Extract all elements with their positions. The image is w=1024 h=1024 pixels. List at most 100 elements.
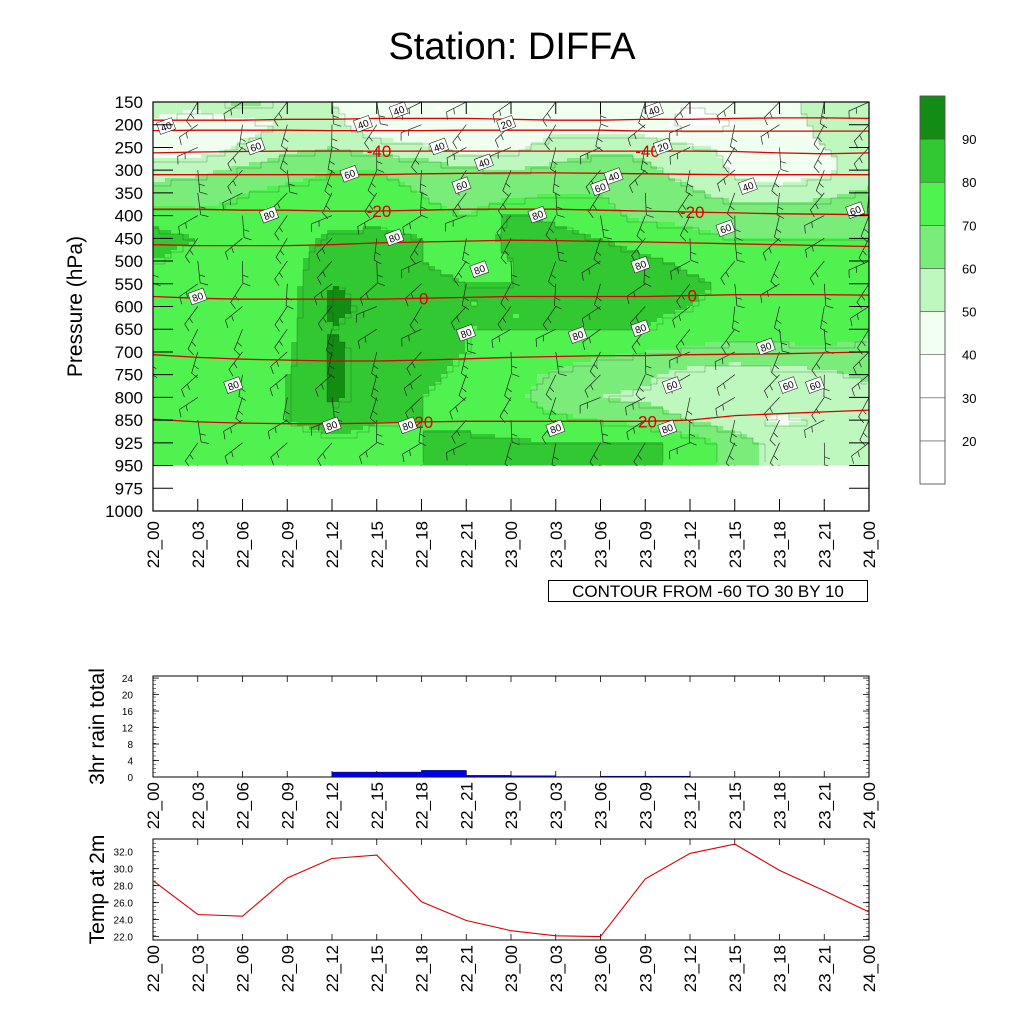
humidity-cell xyxy=(471,218,478,223)
humidity-cell xyxy=(369,250,376,255)
humidity-cell xyxy=(435,102,442,107)
humidity-cell xyxy=(351,270,358,275)
humidity-cell xyxy=(339,310,346,315)
humidity-cell xyxy=(429,354,436,359)
humidity-cell xyxy=(333,166,340,171)
humidity-cell xyxy=(291,386,298,391)
humidity-cell xyxy=(255,402,262,407)
humidity-cell xyxy=(177,278,184,283)
humidity-cell xyxy=(189,222,196,227)
humidity-cell xyxy=(273,382,280,387)
humidity-cell xyxy=(453,462,460,466)
humidity-cell xyxy=(435,254,442,259)
humidity-cell xyxy=(285,298,292,303)
humidity-cell xyxy=(201,390,208,395)
humidity-cell xyxy=(261,250,268,255)
humidity-cell xyxy=(381,250,388,255)
humidity-cell xyxy=(351,114,358,119)
humidity-cell xyxy=(153,154,160,159)
humidity-cell xyxy=(459,434,466,439)
humidity-cell xyxy=(447,422,454,427)
humidity-cell xyxy=(351,406,358,411)
humidity-cell xyxy=(189,206,196,211)
humidity-cell xyxy=(471,414,478,419)
humidity-cell xyxy=(153,250,160,255)
humidity-cell xyxy=(375,242,382,247)
humidity-cell xyxy=(327,146,334,151)
humidity-cell xyxy=(327,438,334,443)
humidity-cell xyxy=(351,322,358,327)
humidity-cell xyxy=(267,306,274,311)
humidity-cell xyxy=(417,294,424,299)
humidity-cell xyxy=(243,402,250,407)
humidity-cell xyxy=(243,398,250,403)
humidity-cell xyxy=(183,422,190,427)
humidity-cell xyxy=(375,462,382,466)
humidity-cell xyxy=(405,450,412,455)
humidity-cell xyxy=(285,426,292,431)
humidity-cell xyxy=(303,202,310,207)
humidity-cell xyxy=(261,202,268,207)
humidity-cell xyxy=(363,234,370,239)
humidity-cell xyxy=(363,294,370,299)
humidity-cell xyxy=(153,402,160,407)
humidity-cell xyxy=(165,202,172,207)
humidity-cell xyxy=(237,450,244,455)
humidity-cell xyxy=(435,194,442,199)
humidity-cell xyxy=(297,418,304,423)
humidity-cell xyxy=(471,186,478,191)
humidity-cell xyxy=(315,438,322,443)
humidity-cell xyxy=(309,126,316,131)
humidity-cell xyxy=(423,298,430,303)
humidity-cell xyxy=(279,138,286,143)
humidity-cell xyxy=(387,118,394,123)
humidity-cell xyxy=(321,278,328,283)
humidity-cell xyxy=(261,450,268,455)
humidity-cell xyxy=(171,142,178,147)
humidity-cell xyxy=(411,342,418,347)
humidity-cell xyxy=(249,226,256,231)
humidity-cell xyxy=(447,182,454,187)
humidity-cell xyxy=(201,398,208,403)
humidity-cell xyxy=(309,222,316,227)
humidity-cell xyxy=(441,266,448,271)
humidity-cell xyxy=(411,434,418,439)
humidity-cell xyxy=(339,366,346,371)
humidity-cell xyxy=(255,114,262,119)
humidity-cell xyxy=(387,190,394,195)
humidity-cell xyxy=(381,394,388,399)
humidity-cell xyxy=(303,150,310,155)
humidity-cell xyxy=(183,454,190,459)
humidity-cell xyxy=(333,134,340,139)
humidity-cell xyxy=(267,274,274,279)
humidity-cell xyxy=(189,378,196,383)
humidity-cell xyxy=(291,254,298,259)
humidity-cell xyxy=(369,386,376,391)
humidity-cell xyxy=(423,286,430,291)
humidity-cell xyxy=(357,210,364,215)
humidity-cell xyxy=(381,114,388,119)
humidity-cell xyxy=(159,234,166,239)
humidity-cell xyxy=(381,318,388,323)
humidity-cell xyxy=(315,238,322,243)
humidity-cell xyxy=(417,138,424,143)
humidity-cell xyxy=(453,218,460,223)
humidity-cell xyxy=(225,290,232,295)
humidity-cell xyxy=(399,286,406,291)
humidity-cell xyxy=(225,242,232,247)
humidity-cell xyxy=(285,162,292,167)
humidity-cell xyxy=(417,170,424,175)
humidity-cell xyxy=(243,446,250,451)
humidity-cell xyxy=(465,422,472,427)
humidity-cell xyxy=(231,350,238,355)
humidity-cell xyxy=(435,434,442,439)
humidity-cell xyxy=(363,394,370,399)
humidity-cell xyxy=(189,266,196,271)
humidity-cell xyxy=(297,118,304,123)
humidity-cell xyxy=(375,346,382,351)
humidity-cell xyxy=(381,290,388,295)
humidity-cell xyxy=(339,442,346,447)
humidity-cell xyxy=(321,162,328,167)
humidity-cell xyxy=(177,238,184,243)
humidity-cell xyxy=(225,310,232,315)
